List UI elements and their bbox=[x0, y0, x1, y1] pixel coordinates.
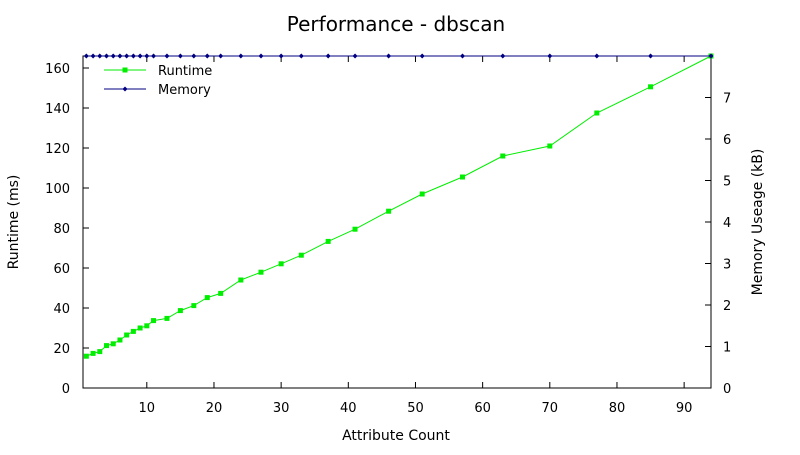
x-tick-label: 80 bbox=[609, 401, 626, 416]
runtime-point bbox=[386, 208, 392, 214]
runtime-legend-marker bbox=[122, 67, 128, 73]
runtime-point bbox=[110, 341, 116, 347]
runtime-point bbox=[90, 350, 96, 356]
runtime-point bbox=[258, 269, 264, 275]
y-axis-label: Runtime (ms) bbox=[6, 175, 22, 270]
x-axis-label: Attribute Count bbox=[342, 428, 450, 444]
y2-axis-label: Memory Useage (kB) bbox=[750, 149, 766, 296]
memory-point bbox=[258, 53, 264, 59]
legend: Runtime Memory bbox=[104, 64, 212, 98]
memory-point bbox=[459, 53, 465, 59]
memory-point bbox=[137, 53, 143, 59]
y-tick-label: 0 bbox=[62, 382, 70, 397]
runtime-point bbox=[124, 332, 130, 338]
memory-legend-label: Memory bbox=[158, 83, 211, 98]
memory-point bbox=[204, 53, 210, 59]
memory-point bbox=[325, 53, 331, 59]
runtime-point bbox=[352, 226, 358, 232]
runtime-point bbox=[459, 174, 465, 180]
x-tick-label: 20 bbox=[206, 401, 223, 416]
y2-tick-label: 0 bbox=[723, 382, 731, 397]
y2-tick-label: 6 bbox=[723, 133, 731, 148]
x-tick-label: 40 bbox=[340, 401, 357, 416]
runtime-legend-label: Runtime bbox=[158, 64, 212, 79]
memory-point bbox=[648, 53, 654, 59]
runtime-point bbox=[547, 143, 553, 149]
runtime-point bbox=[137, 325, 143, 331]
plot-frame bbox=[82, 55, 712, 389]
memory-point bbox=[708, 53, 714, 59]
y2-tick-label: 4 bbox=[723, 216, 731, 231]
memory-point bbox=[298, 53, 304, 59]
memory-point bbox=[130, 53, 136, 59]
runtime-point bbox=[325, 238, 331, 244]
memory-point bbox=[104, 53, 110, 59]
runtime-point bbox=[500, 153, 506, 159]
runtime-point bbox=[130, 328, 136, 334]
memory-point bbox=[594, 53, 600, 59]
x-tick-label: 60 bbox=[474, 401, 491, 416]
y-tick-label: 100 bbox=[45, 182, 70, 197]
runtime-point bbox=[419, 191, 425, 197]
runtime-point bbox=[83, 353, 89, 359]
y-tick-label: 20 bbox=[53, 342, 70, 357]
memory-point bbox=[386, 53, 392, 59]
memory-point bbox=[124, 53, 130, 59]
x-tick-label: 90 bbox=[676, 401, 693, 416]
memory-point bbox=[83, 53, 89, 59]
series-layer bbox=[83, 53, 714, 359]
y-tick-label: 140 bbox=[45, 102, 70, 117]
runtime-point bbox=[177, 308, 183, 314]
memory-point bbox=[177, 53, 183, 59]
runtime-point bbox=[204, 295, 210, 301]
memory-point bbox=[164, 53, 170, 59]
memory-legend-marker bbox=[122, 86, 128, 92]
runtime-point bbox=[144, 323, 150, 329]
y2-tick-label: 1 bbox=[723, 341, 731, 356]
x-tick-label: 70 bbox=[542, 401, 559, 416]
y-tick-label: 160 bbox=[45, 62, 70, 77]
runtime-point bbox=[191, 303, 197, 309]
axis-ticks: 10 20 30 40 50 60 70 80 90 0 20 40 60 80 100 120 140 160 0… bbox=[45, 56, 731, 416]
memory-point bbox=[238, 53, 244, 59]
y-tick-label: 120 bbox=[45, 142, 70, 157]
memory-point bbox=[117, 53, 123, 59]
y-tick-label: 60 bbox=[53, 262, 70, 277]
memory-point bbox=[278, 53, 284, 59]
memory-point bbox=[151, 53, 157, 59]
runtime-point bbox=[151, 318, 157, 324]
runtime-point bbox=[218, 290, 224, 296]
y2-tick-label: 2 bbox=[723, 299, 731, 314]
runtime-point bbox=[104, 343, 110, 349]
x-tick-label: 10 bbox=[139, 401, 156, 416]
x-tick-label: 50 bbox=[407, 401, 424, 416]
memory-point bbox=[419, 53, 425, 59]
runtime-point bbox=[164, 315, 170, 321]
y2-tick-label: 3 bbox=[723, 258, 731, 273]
runtime-point bbox=[298, 252, 304, 258]
runtime-point bbox=[97, 349, 103, 355]
runtime-point bbox=[594, 110, 600, 116]
y2-tick-label: 5 bbox=[723, 175, 731, 190]
runtime-point bbox=[648, 84, 654, 90]
y-tick-label: 80 bbox=[53, 222, 70, 237]
runtime-point bbox=[238, 277, 244, 283]
x-tick-label: 30 bbox=[273, 401, 290, 416]
memory-point bbox=[97, 53, 103, 59]
memory-point bbox=[90, 53, 96, 59]
memory-point bbox=[352, 53, 358, 59]
memory-point bbox=[144, 53, 150, 59]
y2-tick-label: 7 bbox=[723, 92, 731, 107]
y-tick-label: 40 bbox=[53, 302, 70, 317]
runtime-point bbox=[117, 337, 123, 343]
memory-point bbox=[547, 53, 553, 59]
chart-title: Performance - dbscan bbox=[287, 12, 505, 36]
runtime-point bbox=[278, 261, 284, 267]
memory-point bbox=[500, 53, 506, 59]
memory-point bbox=[191, 53, 197, 59]
memory-point bbox=[110, 53, 116, 59]
memory-point bbox=[218, 53, 224, 59]
